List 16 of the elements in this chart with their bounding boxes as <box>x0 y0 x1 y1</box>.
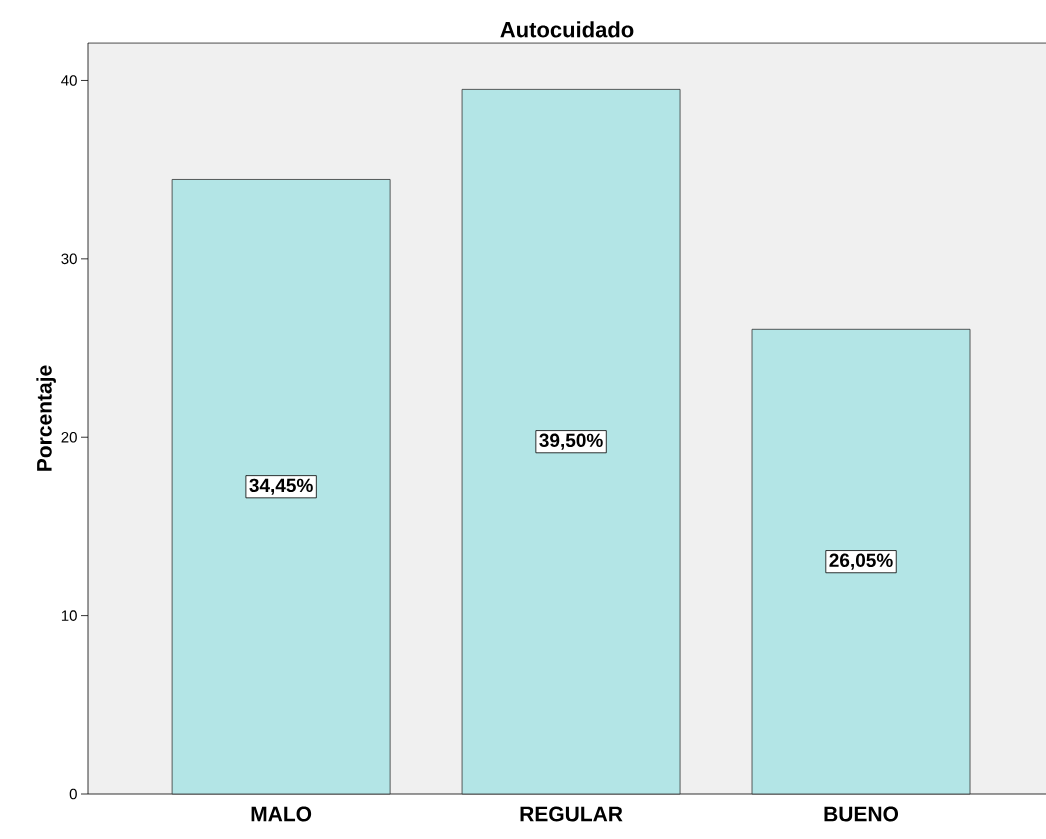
bar <box>461 88 681 795</box>
y-tick-label: 10 <box>61 610 77 621</box>
bar <box>751 328 971 795</box>
y-tick-label: 40 <box>61 75 77 86</box>
chart-title: Autocuidado <box>500 21 634 38</box>
y-tick-label: 0 <box>69 788 77 800</box>
y-tick-label: 30 <box>61 253 77 265</box>
x-tick-label: MALO <box>251 806 312 822</box>
data-label: 39,50% <box>539 433 603 450</box>
data-label: 26,05% <box>829 553 893 570</box>
data-label: 34,45% <box>249 478 313 495</box>
bar <box>171 179 391 795</box>
x-tick-label: BUENO <box>824 806 899 822</box>
y-tick-label: 20 <box>61 431 77 443</box>
y-axis-title: Porcentaje <box>36 365 56 471</box>
x-tick-label: REGULAR <box>520 806 623 822</box>
